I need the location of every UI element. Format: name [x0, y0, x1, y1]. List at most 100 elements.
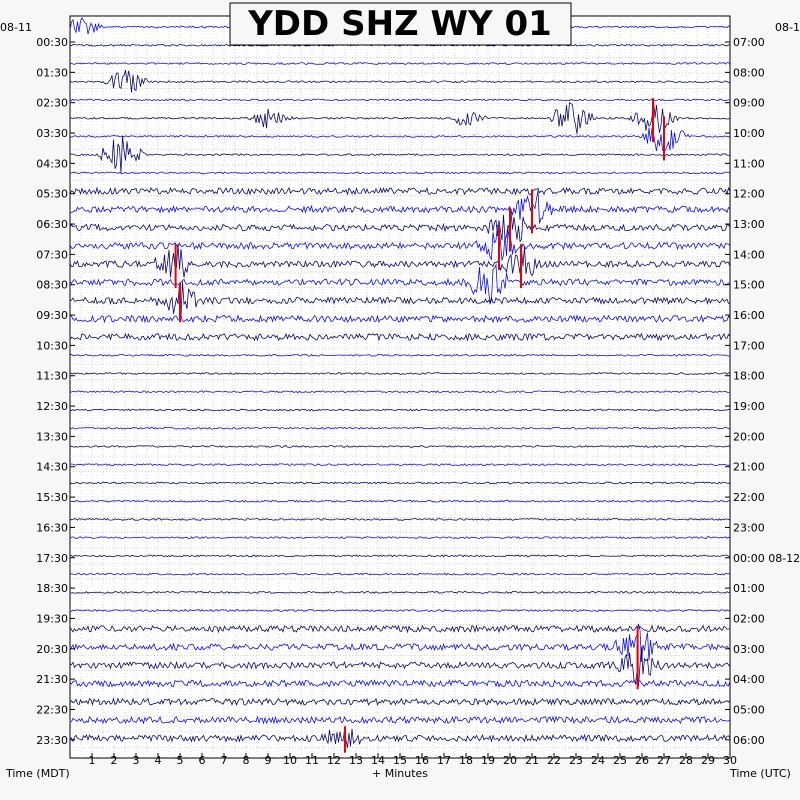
x-tick-label: 8	[243, 754, 250, 767]
right-hour-label: 18:00	[733, 370, 765, 383]
right-hour-label: 21:00	[733, 461, 765, 474]
x-tick-label: 2	[111, 754, 118, 767]
right-hour-label: 16:00	[733, 309, 765, 322]
right-date-label: 08-1	[775, 21, 800, 34]
trace-line	[69, 390, 731, 394]
x-tick-label: 11	[305, 754, 319, 767]
x-tick-label: 7	[221, 754, 228, 767]
left-hour-label: 06:30	[36, 218, 68, 231]
x-tick-label: 29	[701, 754, 715, 767]
right-hour-label: 04:00	[733, 673, 765, 686]
left-hour-label: 19:30	[36, 612, 68, 625]
grid	[70, 16, 730, 758]
left-hour-label: 11:30	[36, 370, 68, 383]
trace-line	[69, 715, 731, 725]
x-tick-label: 21	[525, 754, 539, 767]
right-hour-label: 13:00	[733, 218, 765, 231]
x-tick-label: 4	[155, 754, 162, 767]
x-tick-label: 22	[547, 754, 561, 767]
trace-line	[69, 224, 731, 261]
right-axis-title: Time (UTC)	[729, 767, 791, 780]
x-tick-label: 3	[133, 754, 140, 767]
left-hour-label: 17:30	[36, 552, 68, 565]
x-tick-label: 13	[349, 754, 363, 767]
trace-line	[69, 408, 731, 412]
right-hour-label: 03:00	[733, 643, 765, 656]
x-tick-label: 27	[657, 754, 671, 767]
trace-line	[69, 127, 731, 153]
right-hour-label: 10:00	[733, 127, 765, 140]
chart-title: YDD SHZ WY 01	[247, 4, 552, 44]
right-hour-label: 22:00	[733, 491, 765, 504]
axis-ticks	[70, 41, 731, 758]
trace-line	[69, 426, 731, 430]
x-axis-title: + Minutes	[372, 767, 428, 780]
right-hour-label: 05:00	[733, 703, 765, 716]
trace-line	[69, 463, 731, 467]
x-tick-label: 12	[327, 754, 341, 767]
trace-line	[69, 623, 731, 662]
trace-line	[69, 281, 731, 316]
trace-line	[69, 332, 731, 342]
x-tick-label: 6	[199, 754, 206, 767]
x-tick-label: 28	[679, 754, 693, 767]
trace-line	[69, 372, 731, 375]
right-hour-label: 15:00	[733, 279, 765, 292]
trace-line	[69, 190, 731, 224]
left-hour-label: 14:30	[36, 461, 68, 474]
trace-line	[69, 62, 731, 66]
x-tick-label: 5	[177, 754, 184, 767]
trace-line	[69, 624, 731, 634]
x-tick-label: 30	[723, 754, 737, 767]
x-tick-label: 9	[265, 754, 272, 767]
trace-line	[69, 481, 731, 485]
left-hour-label: 08:30	[36, 279, 68, 292]
trace-line	[69, 697, 731, 707]
trace-line	[69, 263, 731, 305]
right-hour-label: 08:00	[733, 66, 765, 79]
x-tick-label: 15	[393, 754, 407, 767]
left-hour-label: 10:30	[36, 339, 68, 352]
left-hour-label: 15:30	[36, 491, 68, 504]
right-hour-label: 17:00	[733, 339, 765, 352]
right-hour-label: 20:00	[733, 430, 765, 443]
x-tick-label: 14	[371, 754, 385, 767]
x-tick-label: 25	[613, 754, 627, 767]
x-tick-label: 26	[635, 754, 649, 767]
trace-line	[69, 554, 731, 558]
left-axis-title: Time (MDT)	[5, 767, 70, 780]
trace-line	[69, 572, 730, 576]
left-hour-label: 18:30	[36, 582, 68, 595]
left-hour-label: 07:30	[36, 248, 68, 261]
left-hour-label: 16:30	[36, 521, 68, 534]
left-hour-label: 04:30	[36, 157, 68, 170]
left-hour-label: 20:30	[36, 643, 68, 656]
x-tick-label: 18	[459, 754, 473, 767]
trace-line	[69, 186, 731, 196]
right-hour-label: 00:00 08-12	[733, 552, 800, 565]
left-hour-label: 03:30	[36, 127, 68, 140]
left-hour-label: 01:30	[36, 66, 68, 79]
left-date-label: 08-11	[0, 21, 32, 34]
left-hour-label: 13:30	[36, 430, 68, 443]
x-tick-label: 24	[591, 754, 605, 767]
left-hour-label: 23:30	[36, 734, 68, 747]
left-hour-label: 21:30	[36, 673, 68, 686]
trace-line	[69, 536, 731, 540]
right-hour-label: 06:00	[733, 734, 765, 747]
left-hour-label: 02:30	[36, 97, 68, 110]
right-hour-label: 01:00	[733, 582, 765, 595]
left-hour-label: 22:30	[36, 703, 68, 716]
title-box	[229, 2, 572, 46]
right-hour-label: 11:00	[733, 157, 765, 170]
trace-line	[69, 353, 731, 357]
left-hour-label: 00:30	[36, 36, 68, 49]
x-tick-label: 1	[89, 754, 96, 767]
trace-line	[69, 171, 730, 175]
trace-line	[69, 100, 731, 134]
trace-line	[69, 517, 731, 521]
right-hour-label: 19:00	[733, 400, 765, 413]
x-tick-label: 23	[569, 754, 583, 767]
trace-line	[69, 499, 731, 503]
